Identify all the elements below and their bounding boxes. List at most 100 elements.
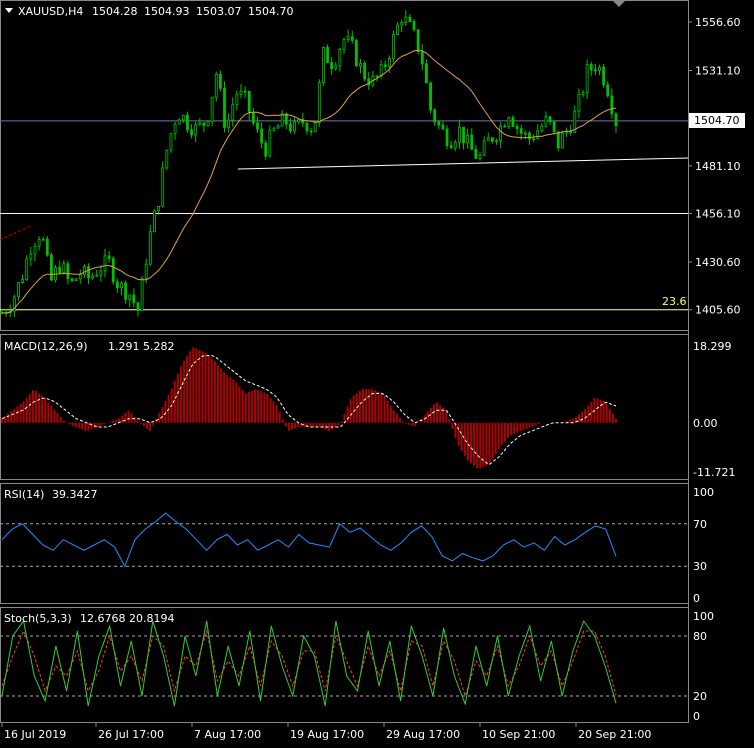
stoch-tick-label: 100: [693, 610, 714, 623]
candle-body: [453, 141, 457, 149]
candle-body: [148, 231, 152, 265]
candle-body: [420, 51, 424, 65]
rsi-pane[interactable]: [0, 483, 689, 604]
candle-body: [58, 267, 62, 274]
price-axis: 1556.60 1531.10 1481.10 1456.10 1430.60 1405.…: [688, 16, 741, 317]
candle-body: [243, 90, 247, 93]
price-levels: [0, 120, 688, 311]
candle-body: [581, 91, 585, 95]
candle-body: [136, 302, 140, 311]
candle-body: [190, 129, 193, 136]
candle-body: [552, 121, 556, 133]
candle-body: [161, 167, 165, 207]
candle-body: [503, 125, 507, 128]
scroll-marker-icon[interactable]: [612, 0, 626, 7]
candle-body: [354, 40, 358, 67]
candle-body: [540, 125, 544, 132]
candle-body: [408, 16, 412, 22]
candle-body: [474, 149, 478, 159]
candle-body: [392, 34, 395, 59]
candle-body: [66, 263, 70, 280]
candle-body: [309, 130, 313, 133]
candle-body: [433, 109, 437, 123]
macd-pane[interactable]: [0, 334, 689, 480]
candle-body: [202, 122, 206, 127]
candle-body: [482, 140, 486, 156]
candle-body: [186, 114, 189, 131]
candle-body: [338, 49, 342, 67]
candle-body: [181, 114, 185, 121]
candle-body: [490, 137, 494, 142]
candle-body: [429, 82, 432, 111]
candle-body: [256, 122, 259, 130]
time-tick-label: 20 Sep 21:00: [578, 728, 651, 741]
candle-body: [165, 149, 169, 169]
candle-body: [445, 128, 449, 147]
candle-body: [350, 36, 354, 41]
candle-body: [412, 21, 416, 31]
moving-average-line: [2, 49, 617, 314]
candle-body: [268, 129, 272, 157]
rsi-line: [1, 512, 617, 568]
candle-body: [289, 123, 292, 132]
candle-body: [297, 118, 301, 123]
time-axis: 16 Jul 2019 26 Jul 17:00 7 Aug 17:00 19 Aug…: [1, 723, 651, 741]
candle-body: [334, 65, 338, 69]
candle-body: [305, 122, 309, 132]
candle-body: [561, 132, 564, 149]
candle-body: [227, 119, 231, 128]
candle-body: [486, 137, 490, 142]
candle-body: [404, 16, 408, 23]
candle-body: [346, 36, 350, 40]
rsi-tick-label: 30: [693, 560, 707, 573]
red-dashed-trendline: [0, 225, 31, 241]
candle-body: [198, 122, 202, 125]
candle-body: [95, 274, 99, 277]
stoch-tick-label: 80: [693, 630, 707, 643]
dropdown-triangle-icon[interactable]: [5, 8, 13, 13]
candle-body: [111, 258, 115, 283]
price-tick-label: 1456.10: [695, 207, 741, 220]
candle-body: [379, 64, 383, 77]
candle-body: [585, 64, 589, 93]
candle-body: [103, 255, 107, 272]
candle-body: [206, 121, 210, 127]
symbol-label: XAUUSD,H4: [18, 5, 83, 18]
candle-body: [519, 128, 523, 134]
candle-body: [50, 254, 53, 281]
candle-body: [223, 87, 226, 128]
candle-body: [87, 266, 90, 279]
candle-body: [219, 74, 222, 89]
time-tick-label: 19 Aug 17:00: [290, 728, 364, 741]
candle-body: [387, 58, 391, 67]
candle-body: [614, 113, 618, 127]
candle-body: [12, 296, 16, 312]
candle-body: [359, 63, 362, 67]
candle-body: [120, 282, 123, 289]
candle-body: [107, 255, 111, 259]
rsi-tick-label: 70: [693, 518, 707, 531]
candle-body: [499, 125, 503, 142]
candle-body: [272, 127, 276, 131]
candle-body: [511, 117, 515, 127]
candle-body: [293, 121, 296, 132]
macd-tick-label: -11.721: [693, 466, 735, 479]
time-tick-label: 7 Aug 17:00: [194, 728, 261, 741]
macd-signal-line: [1, 355, 617, 465]
candle-body: [128, 294, 132, 300]
candle-body: [74, 278, 78, 282]
ohlc-low: 1503.07: [196, 5, 242, 18]
trendline[interactable]: [237, 157, 689, 170]
candle-body: [556, 131, 560, 149]
current-price-label: 1504.70: [694, 114, 740, 127]
candle-body: [515, 125, 519, 130]
candle-body: [276, 125, 280, 129]
macd-axis: 18.299 0.00 -11.721: [693, 340, 735, 479]
candle-body: [330, 62, 334, 69]
candle-body: [548, 116, 552, 123]
stoch-tick-label: 20: [693, 690, 707, 703]
stoch-values: 12.6768 20.8194: [80, 612, 174, 625]
candle-body: [507, 117, 511, 127]
candle-body: [210, 96, 214, 122]
